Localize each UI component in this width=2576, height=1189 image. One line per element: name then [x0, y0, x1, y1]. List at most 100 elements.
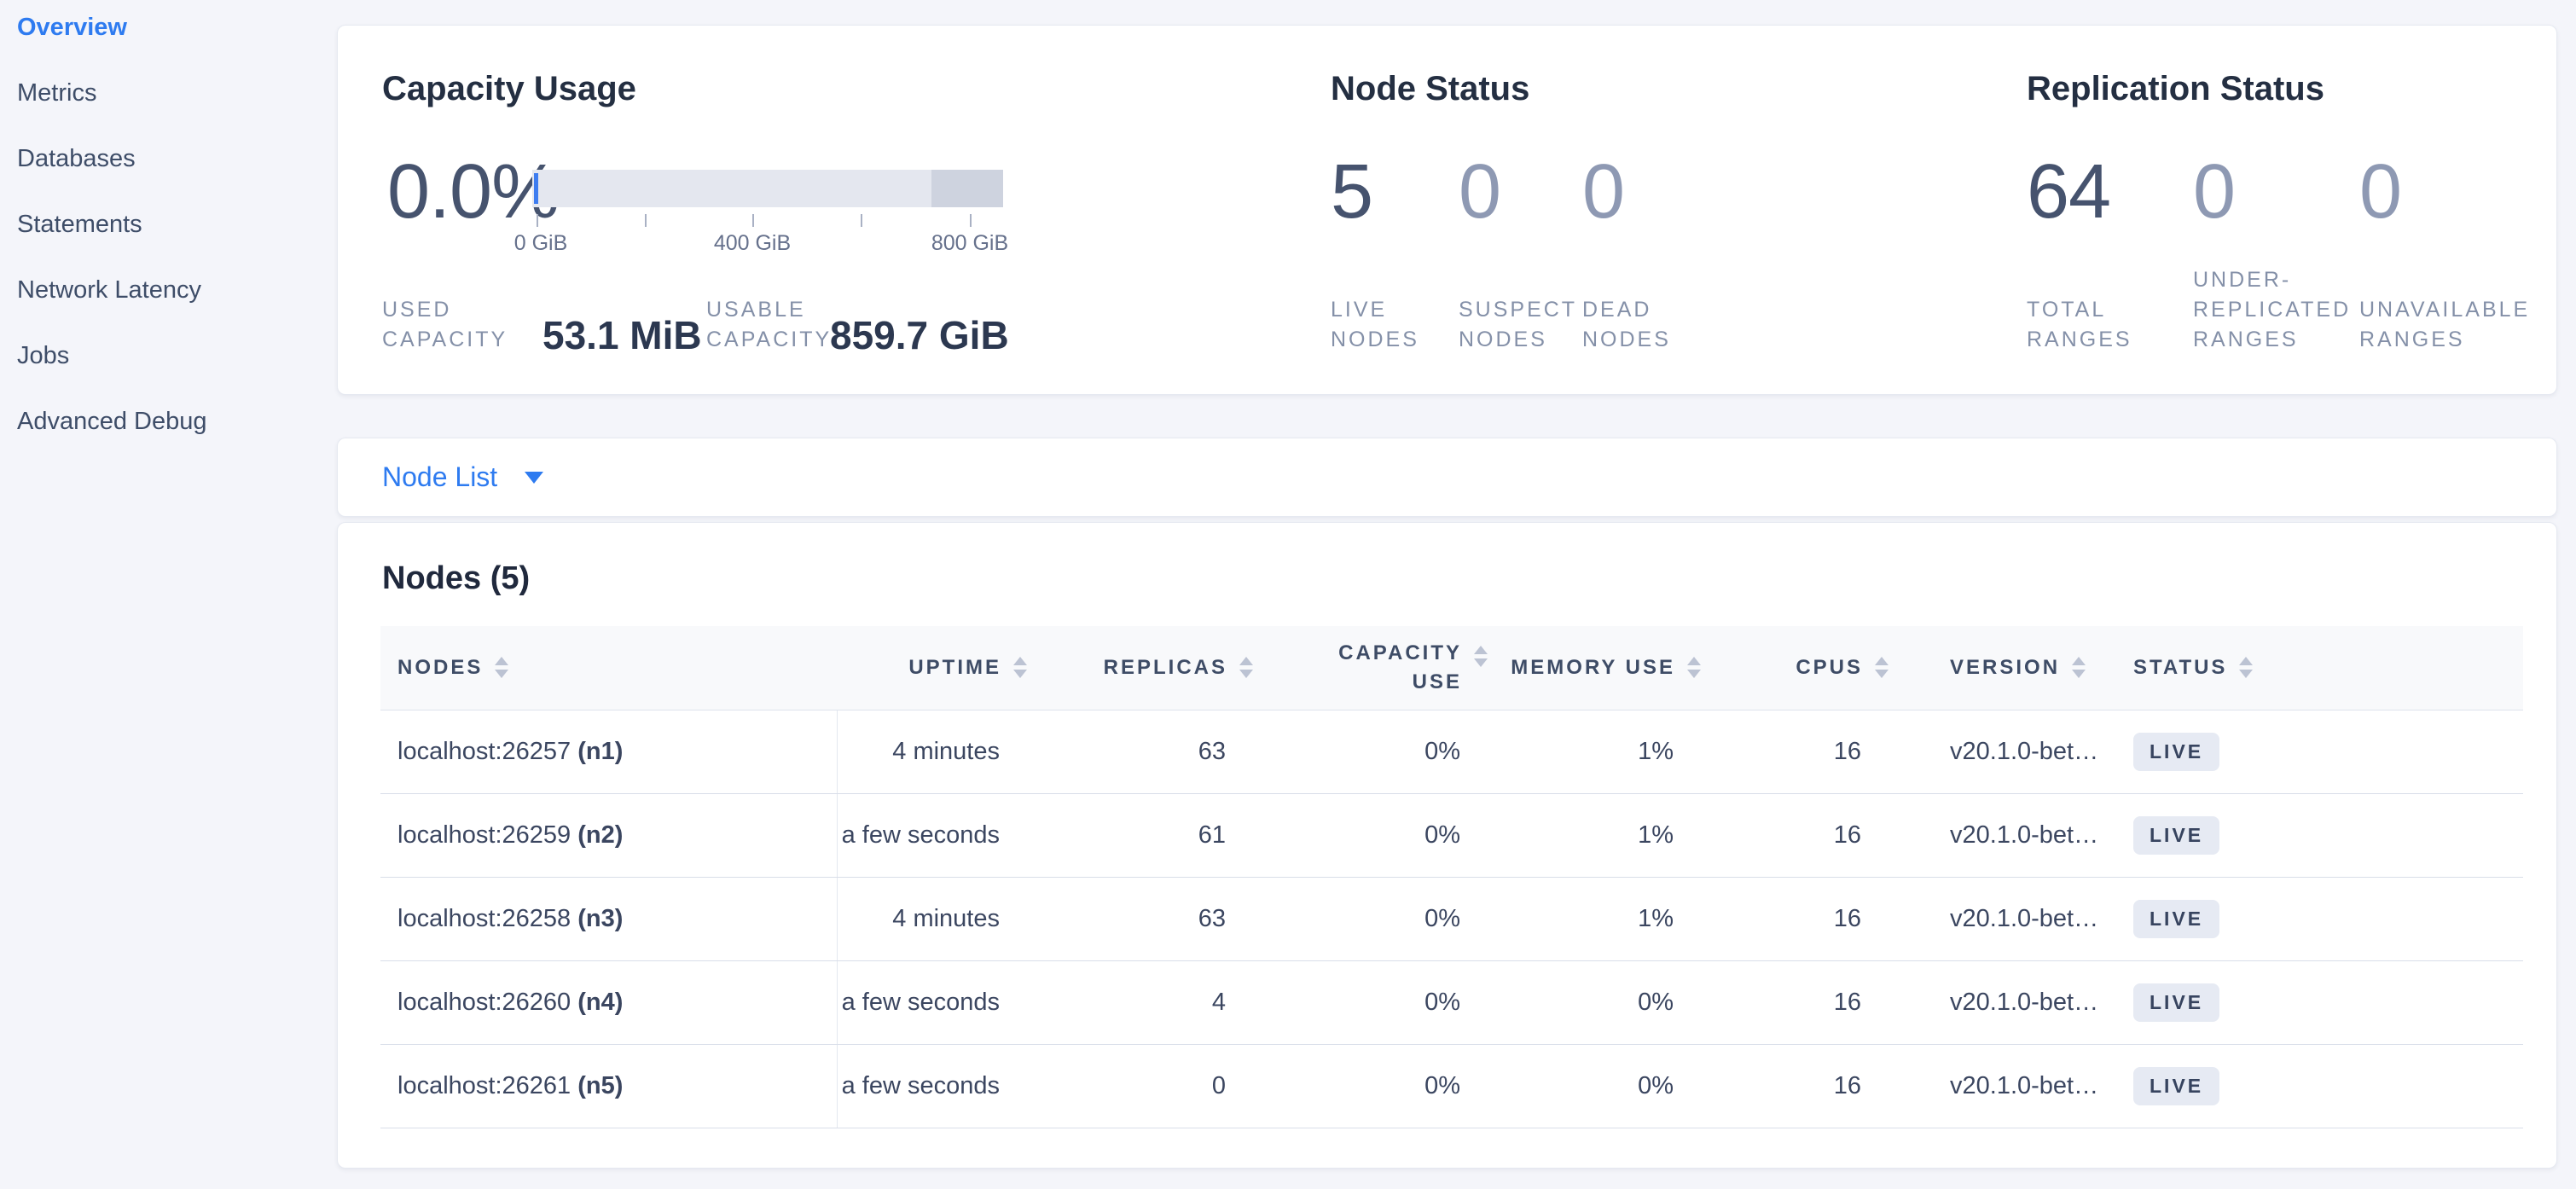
node-list-card: Nodes (5) NODES UPTIME [337, 522, 2557, 1169]
node-id: (n4) [577, 988, 624, 1016]
chevron-down-icon[interactable] [525, 471, 544, 484]
cluster-summary-card: Capacity Usage 0.0% 0 GiB 400 GiB 800 Gi… [337, 25, 2557, 395]
uptime-cell: a few seconds [837, 1044, 1029, 1128]
axis-tick [537, 214, 538, 227]
sort-icon[interactable] [1687, 657, 1701, 679]
sidebar-item-metrics[interactable]: Metrics [17, 79, 97, 107]
memory-use-cell: 1% [1489, 710, 1703, 794]
column-label: NODES [397, 655, 484, 679]
capacity-use-cell: 0% [1255, 793, 1489, 878]
capacity-bar-reserved-segment [931, 170, 1003, 207]
node-address: localhost:26260 [397, 988, 571, 1016]
usable-capacity-value: 859.7 GiB [830, 313, 1009, 357]
replicas-cell: 63 [1029, 877, 1255, 961]
cpus-cell: 16 [1703, 1044, 1890, 1128]
unavailable-ranges-stat: 0 UNAVAILABLE RANGES [2359, 26, 2547, 394]
main-content: Capacity Usage 0.0% 0 GiB 400 GiB 800 Gi… [337, 0, 2557, 1169]
status-badge: LIVE [2133, 815, 2220, 855]
uptime-cell: a few seconds [837, 793, 1029, 878]
uptime-cell: 4 minutes [837, 877, 1029, 961]
replicas-cell: 4 [1029, 960, 1255, 1045]
status-cell: LIVE [2108, 710, 2523, 794]
sidebar-item-advanced-debug[interactable]: Advanced Debug [17, 408, 207, 435]
node-list-dropdown[interactable]: Node List [382, 461, 498, 492]
sidebar: Overview Metrics Databases Statements Ne… [0, 0, 337, 455]
node-name-cell[interactable]: localhost:26260 (n4) [380, 960, 838, 1045]
column-header-version[interactable]: VERSION [1890, 626, 2108, 710]
status-cell: LIVE [2108, 877, 2523, 961]
cpus-cell: 16 [1703, 960, 1890, 1045]
version-cell: v20.1.0-bet… [1890, 960, 2108, 1045]
column-header-nodes[interactable]: NODES [380, 626, 837, 710]
node-name-cell[interactable]: localhost:26261 (n5) [380, 1044, 838, 1128]
sort-icon[interactable] [495, 657, 509, 679]
column-label: CAPACITY USE [1338, 641, 1462, 693]
sort-icon[interactable] [1474, 645, 1488, 667]
node-name-cell[interactable]: localhost:26257 (n1) [380, 710, 838, 794]
total-ranges-count: 64 [2027, 149, 2111, 235]
node-name-cell[interactable]: localhost:26259 (n2) [380, 793, 838, 878]
sidebar-item-databases[interactable]: Databases [17, 145, 136, 172]
suspect-nodes-count: 0 [1459, 149, 1501, 235]
sort-icon[interactable] [1239, 657, 1253, 679]
node-address: localhost:26259 [397, 821, 571, 849]
sort-icon[interactable] [1875, 657, 1888, 679]
status-cell: LIVE [2108, 960, 2523, 1045]
capacity-bar-chart: 0 GiB 400 GiB 800 GiB [514, 170, 1008, 272]
version-cell: v20.1.0-bet… [1890, 793, 2108, 878]
under-replicated-ranges-count: 0 [2193, 149, 2236, 235]
axis-tick-label: 400 GiB [713, 231, 792, 255]
status-badge: LIVE [2133, 1066, 2220, 1105]
sidebar-item-statements[interactable]: Statements [17, 211, 142, 238]
axis-tick-label: 0 GiB [513, 231, 568, 255]
node-name-cell[interactable]: localhost:26258 (n3) [380, 877, 838, 961]
column-label: UPTIME [908, 655, 1001, 679]
column-label: REPLICAS [1103, 655, 1227, 679]
capacity-usage-section: Capacity Usage 0.0% 0 GiB 400 GiB 800 Gi… [382, 26, 1355, 394]
axis-tick [970, 214, 972, 227]
column-header-capacity-use[interactable]: CAPACITY USE [1255, 626, 1489, 710]
total-ranges-label: TOTAL RANGES [2027, 298, 2132, 351]
memory-use-cell: 1% [1489, 793, 1703, 878]
replicas-cell: 61 [1029, 793, 1255, 878]
sidebar-item-jobs[interactable]: Jobs [17, 342, 70, 369]
memory-use-cell: 0% [1489, 960, 1703, 1045]
column-header-uptime[interactable]: UPTIME [837, 626, 1029, 710]
column-header-cpus[interactable]: CPUS [1703, 626, 1890, 710]
column-label: STATUS [2133, 655, 2228, 679]
column-header-memory-use[interactable]: MEMORY USE [1489, 626, 1703, 710]
column-header-replicas[interactable]: REPLICAS [1029, 626, 1255, 710]
used-capacity-value: 53.1 MiB [542, 313, 702, 357]
axis-tick [861, 214, 862, 227]
table-row: localhost:26260 (n4) a few seconds 4 0% … [380, 960, 2523, 1045]
node-status-section: Node Status 5 LIVE NODES 0 SUSPECT NODES… [1331, 26, 2005, 394]
node-address: localhost:26258 [397, 904, 571, 932]
sort-icon[interactable] [1013, 657, 1027, 679]
replication-status-title: Replication Status [2027, 70, 2324, 107]
table-row: localhost:26259 (n2) a few seconds 61 0%… [380, 793, 2523, 878]
sidebar-item-overview[interactable]: Overview [17, 14, 127, 41]
status-badge: LIVE [2133, 899, 2220, 938]
node-id: (n2) [577, 821, 624, 849]
dead-nodes-count: 0 [1582, 149, 1625, 235]
live-nodes-stat: 5 LIVE NODES [1331, 26, 1459, 394]
node-id: (n5) [577, 1071, 624, 1099]
node-address: localhost:26257 [397, 737, 571, 765]
used-capacity-label: USED CAPACITY [382, 298, 508, 351]
cpus-cell: 16 [1703, 793, 1890, 878]
column-label: MEMORY USE [1511, 655, 1675, 679]
capacity-use-cell: 0% [1255, 877, 1489, 961]
status-badge: LIVE [2133, 983, 2220, 1022]
memory-use-cell: 0% [1489, 1044, 1703, 1128]
sort-icon[interactable] [2239, 657, 2254, 679]
axis-tick [752, 214, 754, 227]
column-header-status[interactable]: STATUS [2108, 626, 2523, 710]
sidebar-item-network-latency[interactable]: Network Latency [17, 276, 201, 304]
capacity-bar-used-segment [534, 173, 538, 204]
status-cell: LIVE [2108, 1044, 2523, 1128]
suspect-nodes-stat: 0 SUSPECT NODES [1459, 26, 1582, 394]
version-cell: v20.1.0-bet… [1890, 1044, 2108, 1128]
sort-icon[interactable] [2072, 657, 2086, 679]
status-badge: LIVE [2133, 732, 2220, 771]
memory-use-cell: 1% [1489, 877, 1703, 961]
